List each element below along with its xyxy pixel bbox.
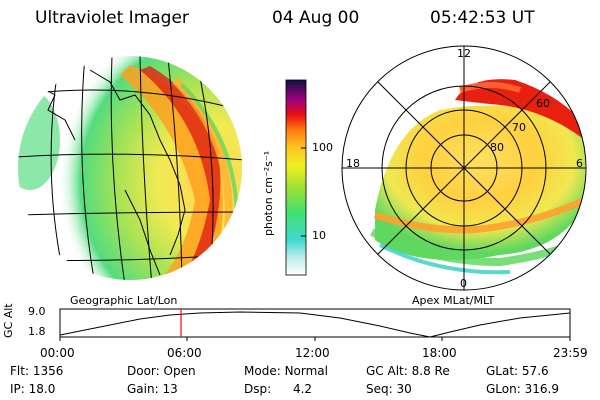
colorbar xyxy=(285,79,307,276)
mlt-label-6: 6 xyxy=(576,157,583,170)
info-dsp-label: Dsp: xyxy=(244,382,272,396)
altitude-plot-frame xyxy=(59,308,571,338)
right-panel-label: Apex MLat/MLT xyxy=(412,294,495,307)
info-dsp-value: 4.2 xyxy=(292,382,313,396)
altitude-xtick-0: 00:00 xyxy=(40,346,75,360)
info-door-label: Door: xyxy=(127,364,160,378)
info-glat-value: 57.6 xyxy=(521,364,549,378)
info-gc-alt-value: 8.8 Re xyxy=(411,364,450,378)
mlat-label-70: 70 xyxy=(512,121,526,134)
info-glon: GLon: 316.9 xyxy=(486,382,559,396)
app-title: Ultraviolet Imager xyxy=(35,8,189,28)
altitude-xtick-1: 06:00 xyxy=(167,346,202,360)
altitude-xtick-2: 12:00 xyxy=(295,346,330,360)
altitude-xtick-4: 23:59 xyxy=(553,346,588,360)
info-gc-alt: GC Alt: 8.8 Re xyxy=(366,364,450,378)
mlt-label-12: 12 xyxy=(457,47,471,60)
info-glon-value: 316.9 xyxy=(524,382,559,396)
altitude-xtick-3: 18:00 xyxy=(422,346,457,360)
info-gain-label: Gain: xyxy=(127,382,159,396)
info-seq-label: Seq: xyxy=(366,382,393,396)
info-gain: Gain: 13 xyxy=(127,382,178,396)
altitude-ytick-min: 1.8 xyxy=(28,325,46,338)
info-ip-label: IP: xyxy=(10,382,25,396)
info-door-value: Open xyxy=(163,364,196,378)
info-glat-label: GLat: xyxy=(486,364,519,378)
mlat-label-80: 80 xyxy=(490,141,504,154)
colorbar-unit-label: photon cm⁻²s⁻¹ xyxy=(262,150,275,236)
mlt-label-18: 18 xyxy=(346,157,360,170)
info-seq-value: 30 xyxy=(396,382,412,396)
colorbar-tick-100: 100 xyxy=(312,141,333,154)
info-door: Door: Open xyxy=(127,364,196,378)
left-panel-label: Geographic Lat/Lon xyxy=(70,294,178,307)
info-dsp: Dsp: 4.2 xyxy=(244,382,312,396)
info-flt-value: 1356 xyxy=(32,364,64,378)
info-ip: IP: 18.0 xyxy=(10,382,55,396)
info-glat: GLat: 57.6 xyxy=(486,364,549,378)
info-glon-label: GLon: xyxy=(486,382,521,396)
info-ip-value: 18.0 xyxy=(28,382,56,396)
time-label: 05:42:53 UT xyxy=(430,8,535,28)
mlat-label-60: 60 xyxy=(536,97,550,110)
info-gc-alt-label: GC Alt: xyxy=(366,364,408,378)
altitude-curve xyxy=(59,311,571,338)
info-mode-label: Mode: xyxy=(244,364,281,378)
geographic-image xyxy=(18,56,242,280)
date-label: 04 Aug 00 xyxy=(272,8,360,28)
mlt-label-0: 0 xyxy=(460,277,467,290)
altitude-ylabel: GC Alt xyxy=(2,303,15,338)
info-mode-value: Normal xyxy=(284,364,328,378)
info-mode: Mode: Normal xyxy=(244,364,328,378)
info-gain-value: 13 xyxy=(162,382,178,396)
altitude-ytick-max: 9.0 xyxy=(28,305,46,318)
info-seq: Seq: 30 xyxy=(366,382,412,396)
colorbar-tick-10: 10 xyxy=(312,229,326,242)
info-flt-label: Flt: xyxy=(10,364,29,378)
polar-grid xyxy=(341,45,587,291)
info-flt: Flt: 1356 xyxy=(10,364,63,378)
